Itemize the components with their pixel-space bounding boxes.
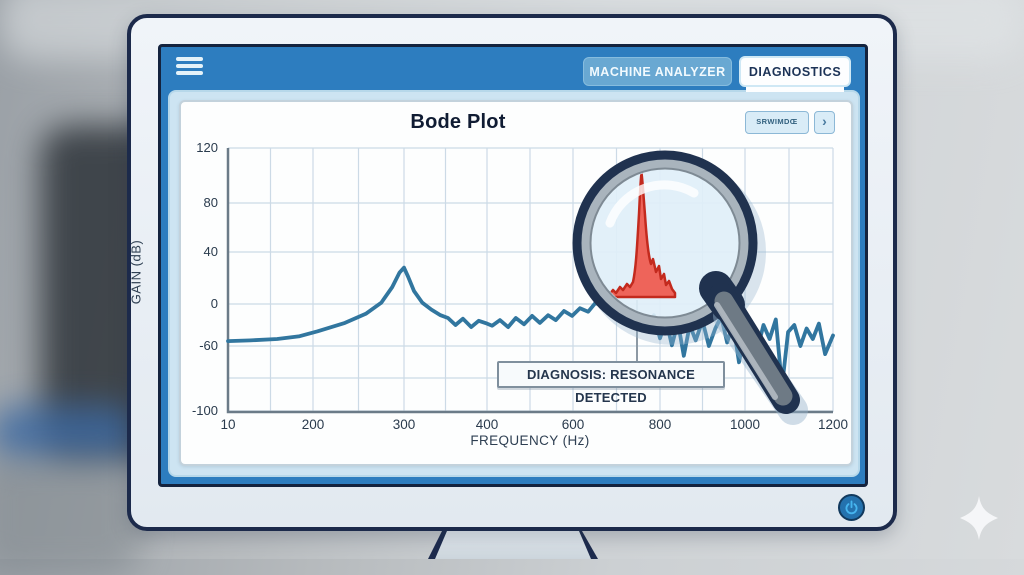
active-tab-stem — [746, 82, 844, 92]
y-tick-label: 0 — [210, 296, 218, 311]
background-blue-strip — [0, 405, 140, 463]
tab-diagnostics[interactable]: DIAGNOSTICS — [739, 56, 851, 87]
menu-icon[interactable] — [176, 57, 204, 79]
power-icon — [845, 500, 858, 515]
x-tick-label: 1000 — [729, 417, 761, 432]
diagnosis-callout: DIAGNOSIS: RESONANCE DETECTED — [497, 361, 725, 405]
sparkle-icon — [960, 496, 998, 540]
tab-machine-analyzer[interactable]: MACHINE ANALYZER — [583, 57, 732, 86]
y-tick-label: 120 — [196, 140, 218, 155]
monitor-stand — [428, 531, 598, 559]
x-tick-label: 1200 — [817, 417, 849, 432]
y-tick-label: 40 — [203, 244, 218, 259]
x-tick-label: 400 — [475, 417, 499, 432]
x-axis-title: FREQUENCY (Hz) — [470, 433, 590, 448]
chart-title: Bode Plot — [410, 111, 506, 133]
background-corner-shadow — [0, 455, 140, 575]
x-tick-label: 10 — [220, 417, 236, 432]
x-tick-label: 600 — [561, 417, 585, 432]
x-tick-label: 300 — [392, 417, 416, 432]
x-tick-label: 800 — [648, 417, 672, 432]
power-button[interactable] — [838, 494, 865, 521]
chevron-right-button[interactable]: › — [814, 111, 835, 134]
y-tick-label: 80 — [203, 195, 218, 210]
x-tick-label: 200 — [301, 417, 325, 432]
range-button[interactable]: SRWIMDŒ — [745, 111, 809, 134]
y-tick-label: -60 — [199, 338, 218, 353]
y-axis-title: GAIN (dB) — [128, 239, 144, 305]
plot-card — [179, 100, 853, 466]
y-tick-label: -100 — [191, 403, 218, 418]
